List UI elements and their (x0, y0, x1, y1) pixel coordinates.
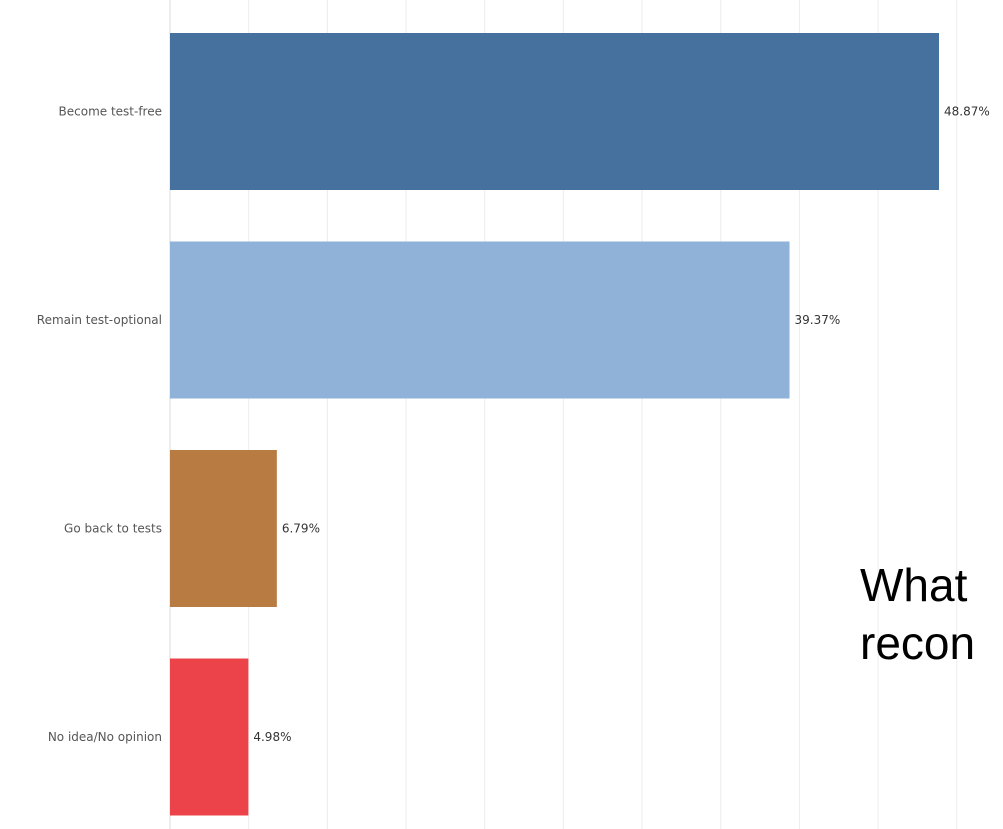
category-label: Remain test-optional (37, 313, 162, 327)
value-label: 4.98% (253, 730, 291, 744)
category-label: No idea/No opinion (48, 730, 162, 744)
bars-group (170, 33, 939, 816)
category-label: Become test-free (59, 105, 162, 119)
value-labels: 48.87% 39.37% 6.79% 4.98% (253, 105, 989, 745)
bar (170, 241, 790, 399)
bar (170, 33, 939, 190)
value-label: 39.37% (795, 313, 841, 327)
value-label: 48.87% (944, 105, 990, 119)
category-label: Go back to tests (64, 522, 162, 536)
value-label: 6.79% (282, 522, 320, 536)
bar (170, 450, 277, 607)
category-labels: Become test-free Remain test-optional Go b… (37, 105, 162, 745)
slide-overlay-text: What recon (860, 559, 976, 669)
bar (170, 658, 249, 816)
